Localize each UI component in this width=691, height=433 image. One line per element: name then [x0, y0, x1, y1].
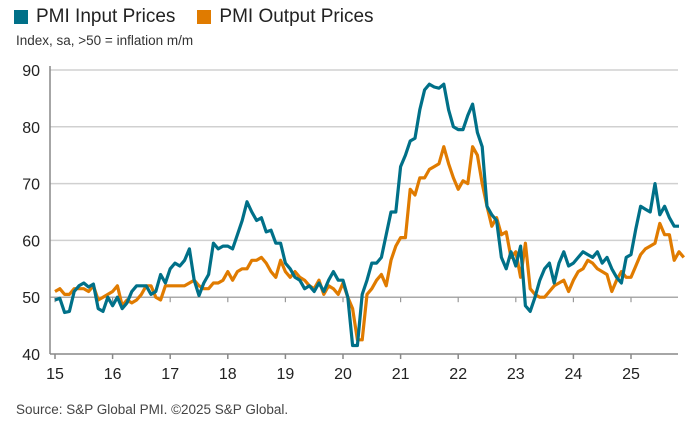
chart-subtitle: Index, sa, >50 = inflation m/m	[16, 33, 194, 48]
y-tick-label: 40	[22, 347, 40, 364]
legend-label-output: PMI Output Prices	[219, 6, 374, 27]
x-tick-label: 15	[46, 366, 64, 383]
y-tick-label: 90	[22, 63, 40, 80]
x-tick-label: 16	[104, 366, 122, 383]
series-line-output	[54, 145, 686, 342]
x-tick-label: 22	[449, 366, 467, 383]
y-tick-label: 80	[22, 120, 40, 137]
x-tick-label: 19	[277, 366, 295, 383]
y-tick-label: 60	[22, 233, 40, 250]
x-tick-label: 21	[392, 366, 410, 383]
series-line-input	[54, 82, 679, 348]
x-tick-label: 25	[622, 366, 640, 383]
legend-item-input: PMI Input Prices	[14, 6, 175, 28]
legend: PMI Input Prices PMI Output Prices	[14, 6, 374, 28]
y-tick-label: 70	[22, 177, 40, 194]
legend-swatch-input	[14, 10, 28, 24]
legend-item-output: PMI Output Prices	[197, 6, 374, 28]
x-tick-label: 17	[161, 366, 179, 383]
x-tick-label: 18	[219, 366, 237, 383]
x-tick-label: 23	[507, 366, 525, 383]
y-tick-label: 50	[22, 290, 40, 307]
legend-swatch-output	[197, 10, 212, 24]
legend-label-input: PMI Input Prices	[36, 6, 176, 27]
x-tick-label: 20	[334, 366, 352, 383]
source-note: Source: S&P Global PMI. ©2025 S&P Global…	[16, 402, 289, 417]
x-tick-label: 24	[565, 366, 583, 383]
